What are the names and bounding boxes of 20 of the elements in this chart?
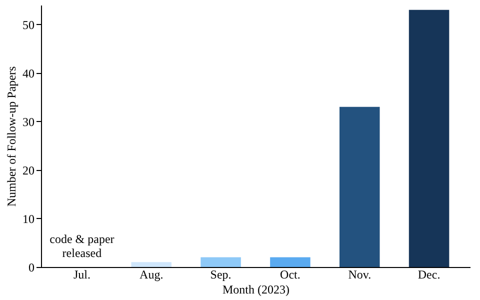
y-axis-title: Number of Follow-up Papers	[4, 66, 18, 207]
bar	[131, 262, 172, 267]
y-tick-label: 30	[22, 114, 34, 129]
bar	[270, 257, 310, 267]
bar	[200, 257, 241, 267]
bar	[339, 106, 380, 267]
y-tick-label: 40	[22, 66, 34, 80]
x-axis-title: Month (2023)	[222, 282, 290, 296]
y-tick-label: 0	[28, 260, 34, 274]
x-tick-label: Jul.	[73, 268, 90, 282]
y-tick-label: 20	[22, 163, 34, 178]
x-tick-label: Nov.	[348, 268, 372, 282]
x-tick-label: Oct.	[280, 268, 300, 282]
x-tick-label: Sep.	[210, 268, 232, 282]
y-tick-label: 10	[22, 212, 34, 226]
x-tick-label: Dec.	[418, 268, 440, 282]
y-tick-label: 50	[22, 18, 34, 32]
x-tick-label: Aug.	[140, 268, 164, 282]
annotation: code & paper released	[50, 232, 114, 260]
bar	[408, 10, 450, 267]
